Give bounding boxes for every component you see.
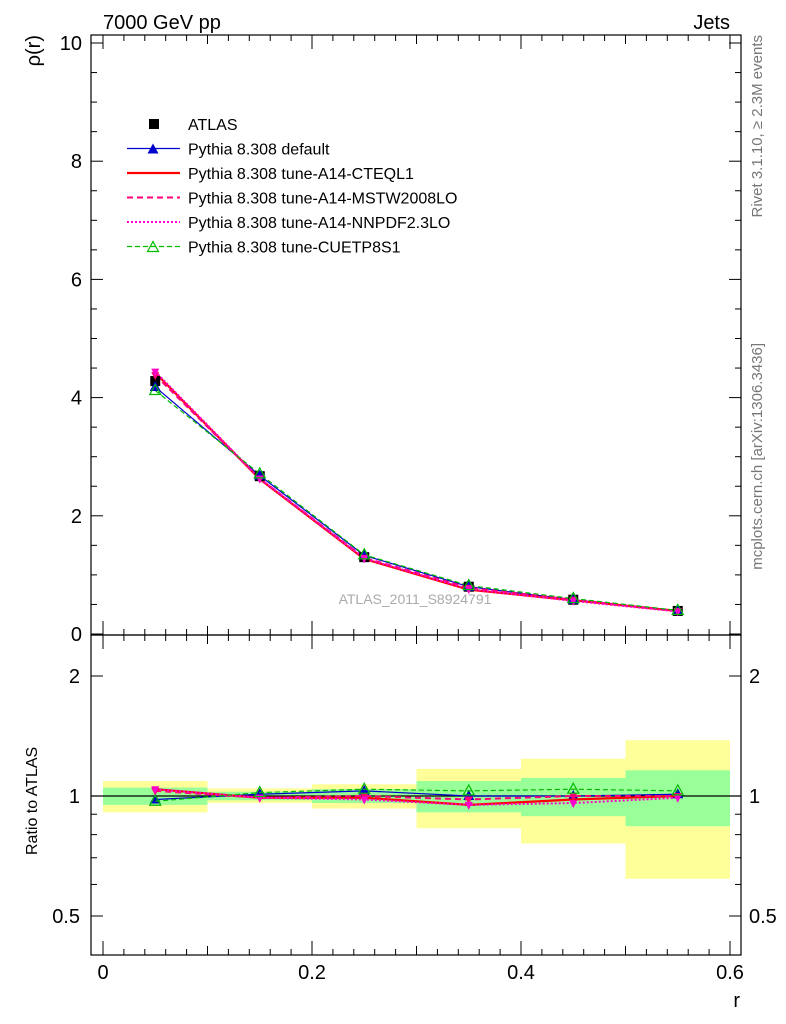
axis-ticks — [91, 35, 741, 955]
y-tick-label: 8 — [71, 151, 82, 173]
series-line — [154, 370, 678, 613]
legend-label: Pythia 8.308 tune-CUETP8S1 — [188, 240, 401, 257]
axis-tick-labels: 0 2 4 6 8 10 0.5 0.5 1 1 2 2 0 0.2 0.4 0.6 — [52, 33, 777, 984]
ratio-tick-label-right: 1 — [749, 786, 760, 808]
legend-entry: Pythia 8.308 default — [127, 142, 330, 159]
series-line — [154, 390, 678, 611]
legend-label: Pythia 8.308 tune-A14-CTEQL1 — [188, 166, 414, 183]
legend-label: Pythia 8.308 tune-A14-NNPDF2.3LO — [188, 215, 450, 232]
ratio-point — [151, 786, 160, 795]
ratio-point — [253, 785, 267, 798]
series-point — [569, 597, 578, 606]
legend-atlas-marker — [149, 119, 159, 129]
legend-entry: Pythia 8.308 tune-A14-MSTW2008LO — [127, 191, 457, 208]
ratio-tick-label: 0.5 — [52, 906, 80, 928]
y-tick-label: 10 — [60, 33, 82, 55]
series-point — [148, 383, 162, 396]
series-point — [462, 578, 476, 591]
ratio-point — [569, 793, 578, 801]
top-ylabel: ρ(r) — [23, 35, 45, 66]
y-tick-label: 4 — [71, 388, 82, 410]
ratio-series-line — [155, 789, 678, 801]
analysis-watermark: ATLAS_2011_S8924791 — [339, 591, 492, 607]
series-point — [566, 591, 580, 604]
y-tick-label: 0 — [71, 624, 82, 646]
ratio-lines — [148, 781, 685, 810]
y-tick-label: 6 — [71, 269, 82, 291]
ratio-point — [358, 784, 370, 795]
ratio-series-line — [155, 788, 678, 802]
y-tick-label: 2 — [71, 506, 82, 528]
ratio-point — [464, 801, 473, 810]
series-point — [673, 608, 682, 617]
series-point — [253, 466, 267, 479]
x-tick-label: 0 — [97, 962, 108, 984]
ratio-bands — [91, 740, 741, 879]
ratio-tick-label-right: 0.5 — [749, 906, 777, 928]
legend-entry: Pythia 8.308 tune-A14-CTEQL1 — [127, 166, 414, 183]
ratio-point — [673, 794, 682, 803]
mcplots-label: mcplots.cern.ch [arXiv:1306.3436] — [749, 343, 766, 570]
ratio-point — [464, 796, 473, 805]
legend: ATLAS Pythia 8.308 default Pythia 8.308 tu… — [127, 117, 457, 257]
series-point — [357, 547, 371, 560]
series-line — [154, 386, 678, 612]
ratio-point — [357, 781, 371, 794]
legend-entry: ATLAS — [149, 117, 238, 134]
legend-label: Pythia 8.308 tune-A14-MSTW2008LO — [188, 191, 457, 208]
series-line — [154, 372, 678, 613]
legend-marker — [146, 240, 160, 253]
bottom-ylabel: Ratio to ATLAS — [24, 747, 41, 855]
ratio-point — [148, 794, 162, 806]
series-point — [671, 603, 685, 615]
series-point — [151, 368, 160, 377]
legend-entry: Pythia 8.308 tune-CUETP8S1 — [127, 240, 401, 257]
ratio-tick-label-right: 2 — [749, 666, 760, 688]
ratio-tick-label: 2 — [69, 666, 80, 688]
header-right: Jets — [693, 12, 730, 34]
series-line — [154, 374, 678, 612]
ratio-series-line — [155, 788, 678, 806]
ratio-point — [569, 800, 578, 809]
ratio-point — [462, 783, 476, 796]
header-left: 7000 GeV pp — [103, 12, 221, 34]
x-tick-label: 0.2 — [298, 962, 326, 984]
ratio-tick-label: 1 — [69, 786, 80, 808]
legend-entry: Pythia 8.308 tune-A14-NNPDF2.3LO — [127, 215, 450, 232]
ratio-point — [360, 796, 369, 805]
legend-label: Pythia 8.308 default — [188, 142, 330, 159]
legend-marker — [147, 143, 159, 154]
x-tick-label: 0.4 — [507, 962, 535, 984]
legend-label: ATLAS — [188, 117, 238, 134]
main-lines — [148, 368, 685, 617]
x-tick-label: 0.6 — [716, 962, 744, 984]
rivet-label: Rivet 3.1.10, ≥ 2.3M events — [749, 35, 766, 218]
x-axis-label: r — [733, 990, 740, 1012]
ratio-point — [671, 783, 685, 796]
ratio-point — [566, 781, 580, 794]
